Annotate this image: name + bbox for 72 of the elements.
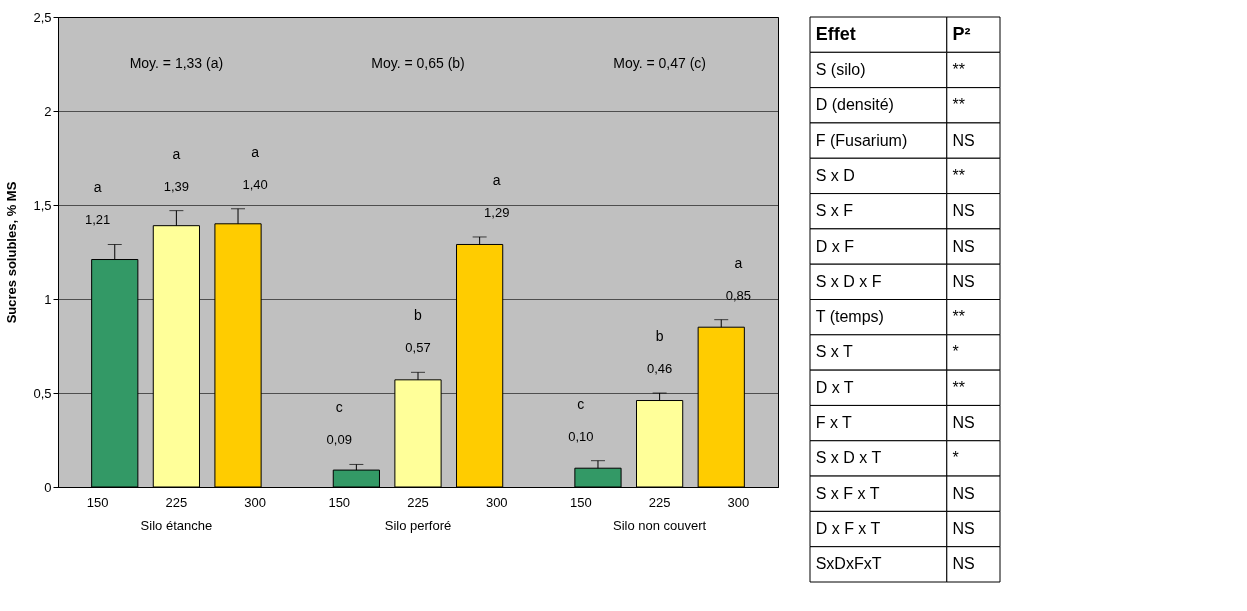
text: NS bbox=[952, 484, 975, 502]
category-label: SxDxFxT bbox=[815, 555, 882, 573]
category-label: S x F x T bbox=[815, 484, 880, 502]
annotation: a bbox=[251, 143, 260, 160]
y-tick-label: 0,5 bbox=[33, 385, 52, 401]
category-label: S x T bbox=[815, 343, 853, 361]
data-label: 0,10 bbox=[568, 428, 594, 444]
category-label: D x F x T bbox=[815, 520, 881, 538]
data-label: 0,09 bbox=[326, 432, 352, 448]
text: 225 bbox=[407, 495, 429, 510]
data-label: 0,57 bbox=[405, 340, 431, 356]
category-label: F x T bbox=[815, 414, 852, 432]
category-label: S x F bbox=[815, 202, 854, 220]
category-label: F (Fusarium) bbox=[815, 131, 908, 149]
annotation: a bbox=[172, 145, 181, 162]
data-label: 1,39 bbox=[163, 178, 190, 194]
annotation: Moy. = 0,65 (b) bbox=[371, 55, 465, 71]
category-label: S x D x T bbox=[815, 449, 882, 467]
annotation: a bbox=[93, 179, 102, 196]
data-label: 1,21 bbox=[84, 212, 111, 228]
text: NS bbox=[952, 131, 975, 149]
annotation: a bbox=[492, 171, 501, 188]
data-label: 0,85 bbox=[725, 287, 752, 303]
text: ** bbox=[952, 60, 965, 78]
y-tick-label: 0 bbox=[44, 479, 52, 495]
text: NS bbox=[952, 237, 975, 255]
category-label: Effet bbox=[815, 23, 856, 44]
y-axis-title: Sucres solubles, % MS bbox=[4, 181, 20, 324]
category-label: S (silo) bbox=[815, 60, 866, 78]
x-tick-label: Silo étanche bbox=[140, 517, 213, 533]
x-tick-label: Silo perforé bbox=[384, 517, 452, 533]
text: NS bbox=[952, 520, 975, 538]
y-tick-label: 2,5 bbox=[33, 9, 52, 25]
category-label: D x F bbox=[815, 237, 854, 255]
text: NS bbox=[952, 414, 975, 432]
text: ** bbox=[952, 96, 965, 114]
text: NS bbox=[952, 272, 975, 290]
annotation: c bbox=[577, 395, 585, 412]
annotation: Moy. = 0,47 (c) bbox=[613, 55, 706, 71]
annotation: Moy. = 1,33 (a) bbox=[129, 55, 224, 71]
annotation: b bbox=[655, 328, 664, 344]
text: 150 bbox=[328, 495, 351, 510]
series-label: 150 bbox=[86, 495, 109, 510]
category-label: P² bbox=[952, 23, 971, 44]
text: ** bbox=[952, 378, 965, 396]
text: 300 bbox=[727, 495, 750, 510]
text: 300 bbox=[485, 495, 508, 510]
text: NS bbox=[952, 202, 975, 220]
annotation: b bbox=[414, 307, 423, 324]
x-tick-label: Silo non couvert bbox=[612, 517, 707, 533]
y-tick-label: 1 bbox=[44, 291, 52, 307]
series-label: 225 bbox=[165, 495, 188, 510]
y-tick-label: 2 bbox=[44, 103, 52, 119]
text: ** bbox=[952, 308, 965, 326]
annotation: a bbox=[734, 254, 743, 271]
text: * bbox=[952, 449, 959, 467]
text: NS bbox=[952, 555, 975, 573]
category-label: S x D x F bbox=[815, 272, 882, 290]
data-label: 1,40 bbox=[242, 176, 268, 192]
category-label: D (densité) bbox=[815, 96, 894, 114]
category-label: S x D bbox=[815, 166, 855, 184]
text: * bbox=[952, 343, 959, 361]
category-label: T (temps) bbox=[815, 308, 884, 326]
category-label: D x T bbox=[815, 378, 854, 396]
y-tick-label: 1,5 bbox=[33, 197, 52, 213]
series-label: 300 bbox=[244, 495, 266, 510]
text: 150 bbox=[570, 495, 592, 510]
text: 225 bbox=[648, 495, 671, 510]
text: ** bbox=[952, 166, 965, 184]
annotation: c bbox=[335, 399, 343, 416]
data-label: 1,29 bbox=[484, 204, 510, 220]
data-label: 0,46 bbox=[646, 361, 673, 376]
